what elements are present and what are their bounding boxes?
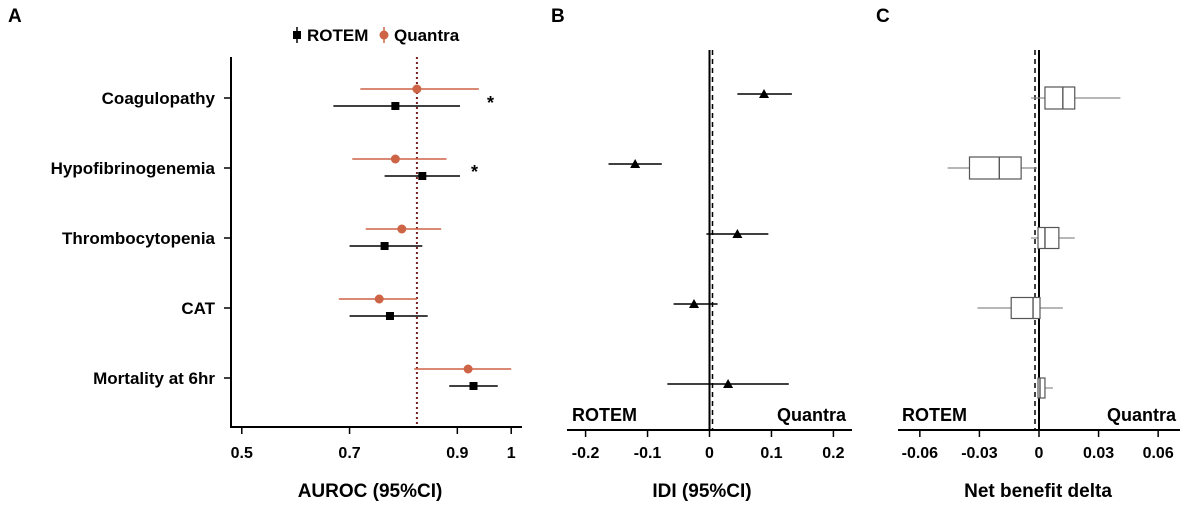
x-tick-label: -0.2: [572, 445, 600, 462]
x-axis-title: IDI (95%CI): [652, 481, 751, 502]
x-tick-label: 0.7: [338, 445, 360, 462]
x-tick-label: 1: [507, 445, 516, 462]
x-axis-title: Net benefit delta: [964, 481, 1112, 502]
idi-point: [689, 299, 700, 308]
legend-quantra-marker: [379, 30, 389, 40]
category-label: Thrombocytopenia: [62, 229, 216, 248]
rotem-direction-label: ROTEM: [572, 405, 637, 425]
rotem-point: [380, 242, 389, 250]
x-tick-label: -0.06: [902, 445, 939, 462]
legend-rotem-marker: [293, 31, 301, 39]
forest-marks-group: [608, 89, 792, 388]
significance-markers-group: * *: [471, 93, 494, 182]
category-label: Hypofibrinogenemia: [51, 159, 216, 178]
idi-point: [732, 229, 743, 238]
rotem-direction-label: ROTEM: [902, 405, 967, 425]
box-iqr: [968, 156, 1022, 180]
quantra-point: [397, 224, 407, 234]
idi-point: [723, 379, 734, 388]
x-axis-title: AUROC (95%CI): [298, 481, 443, 502]
x-tick-label: 0.9: [446, 445, 468, 462]
legend: ROTEM Quantra: [293, 26, 460, 45]
rotem-point: [469, 382, 478, 390]
category-label: Mortality at 6hr: [93, 369, 215, 388]
significance-star: *: [487, 93, 494, 113]
quantra-point: [412, 84, 422, 94]
x-tick-label: 0: [705, 445, 714, 462]
box-iqr: [1037, 377, 1046, 399]
forest-marks-group: [333, 84, 512, 390]
x-tick-label: 0.03: [1083, 445, 1114, 462]
panel-letter-c: C: [876, 6, 890, 27]
legend-quantra-label: Quantra: [394, 26, 460, 45]
category-labels-group: Coagulopathy Hypofibrinogenemia Thromboc…: [51, 89, 216, 388]
axes-group: 0.5 0.7 0.9 1: [224, 57, 522, 462]
panel-a-auroc-forest-plot: ROTEM Quantra 0.5 0.7 0.9 1 Coagulopathy Hy…: [51, 26, 522, 502]
significance-star: *: [471, 162, 478, 182]
rotem-point: [385, 312, 394, 320]
panel-b-idi-forest-plot: -0.2 -0.1 0 0.1 0.2 ROTEM Quantra IDI (95%CI…: [567, 50, 852, 502]
quantra-point: [374, 294, 384, 304]
category-label: Coagulopathy: [102, 89, 216, 108]
x-tick-label: 0.06: [1143, 445, 1174, 462]
legend-rotem-label: ROTEM: [307, 26, 368, 45]
boxplot-marks-group: [947, 86, 1121, 399]
quantra-direction-label: Quantra: [1107, 405, 1177, 425]
rotem-point: [418, 172, 427, 180]
x-tick-label: 0.1: [760, 445, 782, 462]
axes-group: -0.2 -0.1 0 0.1 0.2: [567, 50, 852, 462]
rotem-point: [391, 102, 400, 110]
x-tick-label: 0.5: [231, 445, 253, 462]
idi-point: [759, 89, 770, 98]
x-tick-label: 0.2: [822, 445, 844, 462]
quantra-point: [390, 154, 400, 164]
x-tick-label: -0.03: [961, 445, 998, 462]
idi-point: [630, 159, 641, 168]
panel-letter-b: B: [551, 6, 565, 27]
category-label: CAT: [181, 299, 215, 318]
quantra-direction-label: Quantra: [777, 405, 847, 425]
box-iqr: [1044, 86, 1076, 110]
axes-group: -0.06 -0.03 0 0.03 0.06: [898, 50, 1180, 462]
x-tick-label: 0: [1035, 445, 1044, 462]
quantra-point: [463, 364, 473, 374]
panel-c-net-benefit-boxplot: -0.06 -0.03 0 0.03 0.06 ROTEM Quantra Net be…: [898, 50, 1180, 502]
box-iqr: [1010, 296, 1041, 320]
panel-letter-a: A: [8, 6, 22, 27]
box-iqr: [1037, 226, 1060, 250]
x-tick-label: -0.1: [634, 445, 662, 462]
